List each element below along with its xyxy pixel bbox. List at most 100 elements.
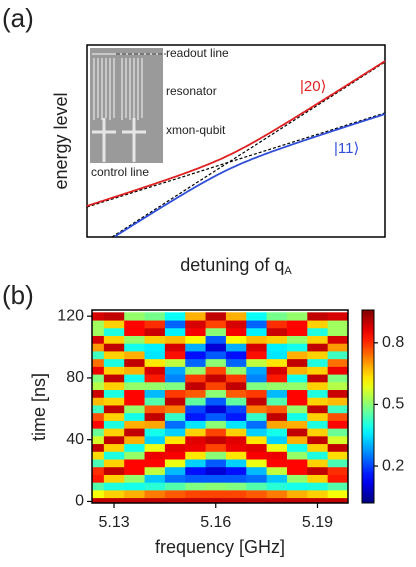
heatmap-cell [286, 443, 308, 452]
heatmap-cell [164, 350, 186, 360]
heatmap-cell [124, 397, 146, 406]
heatmap-cell [185, 320, 207, 329]
heatmap-cell [307, 435, 329, 445]
heatmap-cell [164, 451, 186, 460]
heatmap-cell [185, 420, 207, 429]
heatmap-cell [205, 335, 227, 344]
heatmap-cell [103, 435, 125, 445]
heatmap-cell [103, 497, 125, 503]
heatmap-cell [124, 327, 146, 336]
heatmap-cell [225, 366, 247, 375]
heatmap-cell [92, 451, 105, 460]
heatmap-cell [124, 389, 146, 398]
axes-frame [86, 44, 386, 238]
heatmap-cell [92, 312, 105, 321]
heatmap-cell [103, 343, 125, 352]
heatmap-cell [266, 404, 288, 414]
y-axis-label: time [ns] [29, 373, 49, 441]
heatmap-cell [286, 428, 308, 437]
heatmap-cell [92, 443, 105, 452]
heatmap-cell [124, 435, 146, 445]
x-tick-label: 5.13 [98, 514, 129, 531]
heatmap-cell [124, 474, 146, 483]
heatmap-cell [225, 397, 247, 406]
heatmap-cell [144, 435, 166, 445]
heatmap-cell [225, 381, 247, 391]
heatmap-cell [266, 428, 288, 437]
heatmap-cell [286, 312, 308, 321]
heatmap-cell [144, 412, 166, 421]
heatmap-cell [205, 404, 227, 414]
heatmap-cell [185, 412, 207, 421]
heatmap-cell [327, 343, 348, 352]
heatmap-cell [185, 374, 207, 383]
heatmap-cell [185, 381, 207, 391]
heatmap-cell [144, 443, 166, 452]
heatmap-cell [246, 327, 268, 336]
heatmap-cell [92, 397, 105, 406]
heatmap-cell [185, 497, 207, 503]
heatmap-cell [124, 404, 146, 414]
heatmap-cell [124, 350, 146, 360]
heatmap-cell [246, 435, 268, 445]
heatmap-cell [164, 420, 186, 429]
heatmap-cell [205, 474, 227, 483]
heatmap-cell [307, 335, 329, 344]
heatmap-cell [144, 366, 166, 375]
heatmap-cell [144, 489, 166, 499]
heatmap-cell [164, 428, 186, 437]
heatmap-cell [327, 327, 348, 336]
heatmap-cell [205, 428, 227, 437]
heatmap-cell [185, 389, 207, 398]
heatmap-cell [144, 420, 166, 429]
heatmap-cell [205, 389, 227, 398]
heatmap-cell [124, 497, 146, 503]
heatmap-cell [225, 320, 247, 329]
heatmap-cell [266, 489, 288, 499]
heatmap-cell [124, 443, 146, 452]
heatmap-cell [246, 312, 268, 321]
heatmap-cell [246, 428, 268, 437]
heatmap-cell [92, 389, 105, 398]
heatmap-cell [205, 397, 227, 406]
heatmap-cell [92, 381, 105, 391]
dashed-line [86, 112, 386, 208]
heatmap-cell [225, 412, 247, 421]
panel-label: (a) [2, 3, 34, 33]
heatmap-cell [185, 474, 207, 483]
heatmap-cell [307, 366, 329, 375]
heatmap-cell [307, 451, 329, 460]
heatmap-cell [144, 428, 166, 437]
panel-label: (b) [2, 280, 34, 310]
heatmap-cell [307, 489, 329, 499]
heatmap-cell [225, 474, 247, 483]
heatmap-cell [307, 466, 329, 475]
heatmap-cell [144, 404, 166, 414]
heatmap-cell [103, 443, 125, 452]
panel-a: readout line resonator xmon-qubit contro… [51, 44, 386, 277]
heatmap-cell [103, 397, 125, 406]
heatmap-cell [103, 466, 125, 475]
heatmap-cell [164, 312, 186, 321]
heatmap-cell [246, 482, 268, 491]
heatmap-cell [327, 420, 348, 429]
heatmap-cell [246, 358, 268, 367]
x-axis-label: detuning of qA [180, 255, 292, 277]
heatmap-cell [185, 443, 207, 452]
heatmap-cell [164, 358, 186, 367]
heatmap-cell [327, 358, 348, 367]
heatmap-cell [266, 482, 288, 491]
heatmap-cell [307, 459, 329, 468]
heatmap-cell [307, 358, 329, 367]
heatmap-cell [246, 374, 268, 383]
heatmap-cell [164, 474, 186, 483]
heatmap-cell [92, 435, 105, 445]
heatmap-cell [103, 374, 125, 383]
heatmap-cell [205, 459, 227, 468]
heatmap-cell [225, 482, 247, 491]
y-tick-label: 80 [66, 369, 84, 386]
heatmap-cell [144, 327, 166, 336]
heatmap-cell [124, 335, 146, 344]
inset-qubits [92, 118, 146, 162]
heatmap-cell [164, 497, 186, 503]
